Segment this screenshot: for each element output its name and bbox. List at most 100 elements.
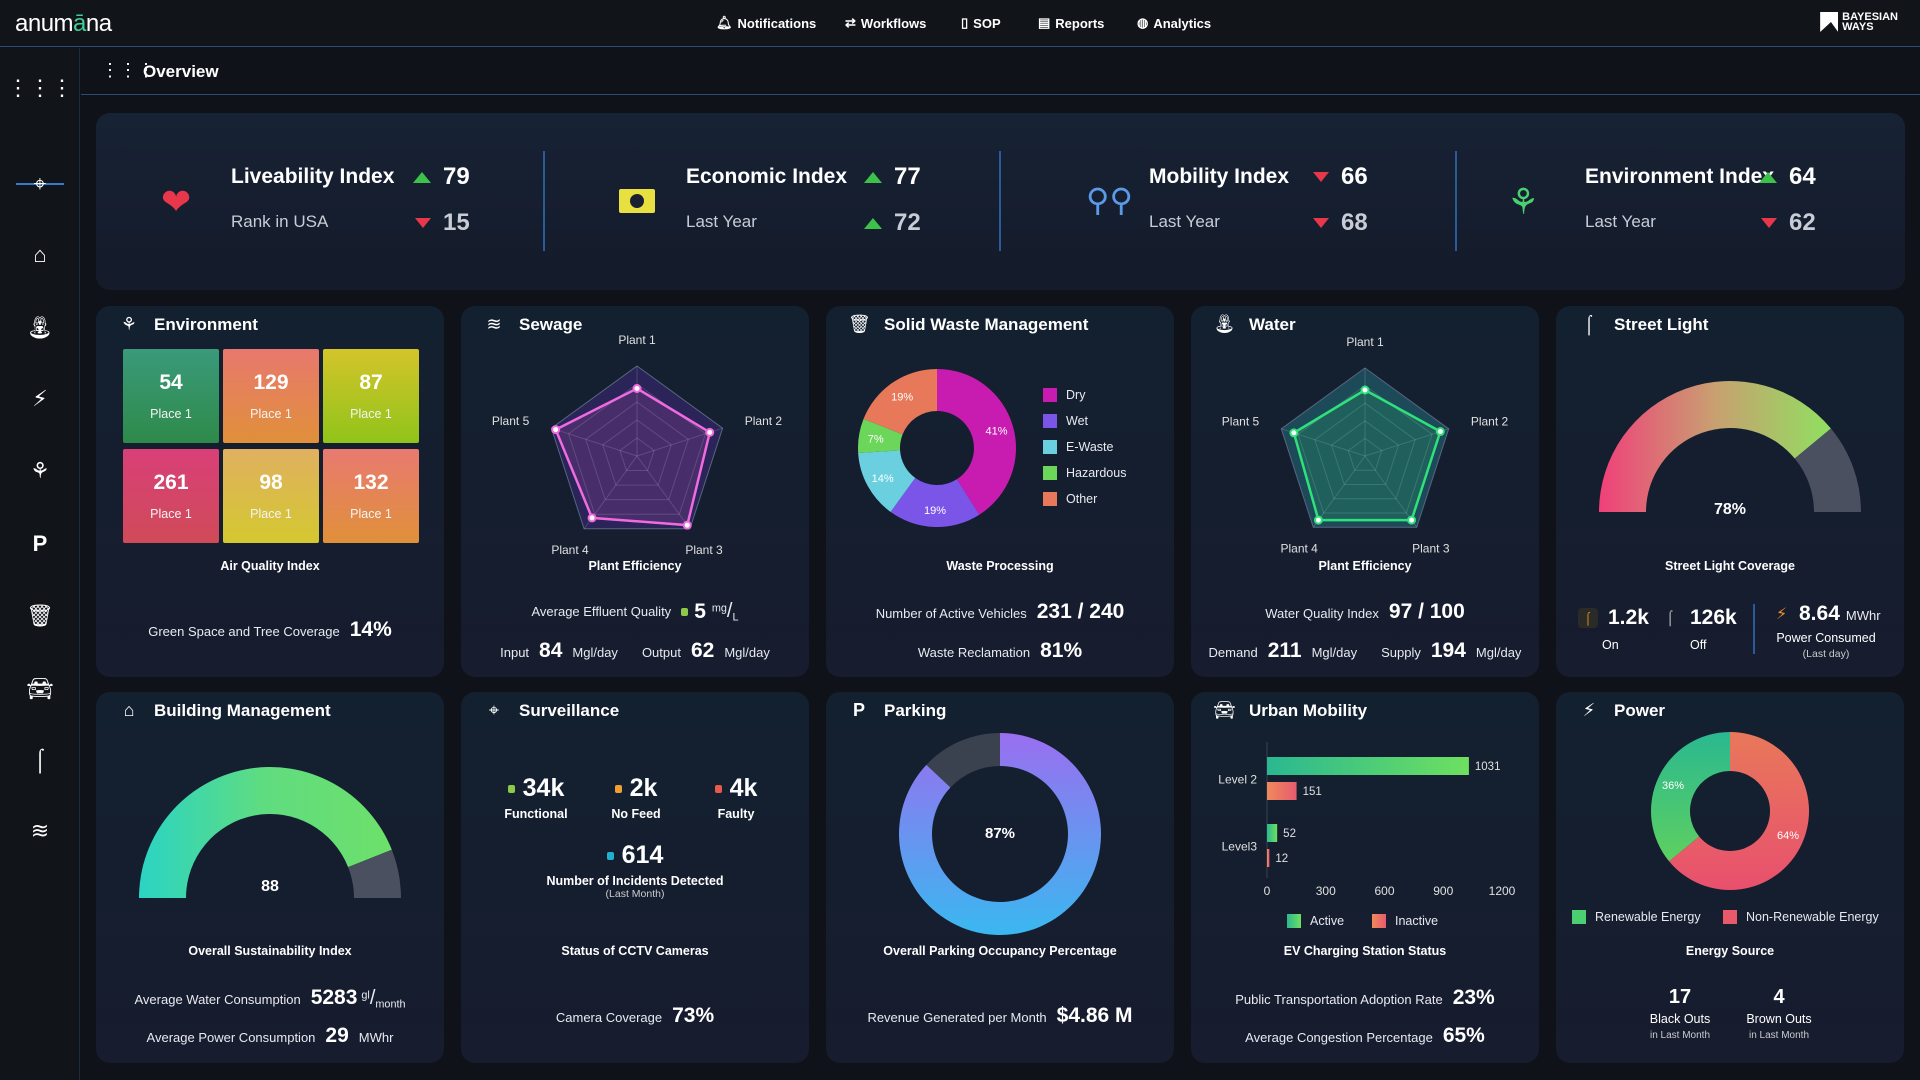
kpi-number: 66 <box>1341 163 1368 190</box>
aqi-value: 87 <box>359 371 383 394</box>
card-title: Urban Mobility <box>1249 701 1368 720</box>
radar-series <box>554 387 712 527</box>
nav-analytics[interactable]: ◍ Analytics <box>1137 15 1211 31</box>
gauge-remainder <box>348 849 401 898</box>
aqi-tile[interactable]: 54 Place 1 <box>123 349 219 443</box>
kpi-title: Environment Index <box>1585 165 1775 188</box>
trend-up-icon <box>864 217 882 229</box>
building-card[interactable]: ⌂ Building Management 88 Overall Sustain… <box>96 692 444 1063</box>
radar-axis-label: Plant 1 <box>618 333 656 347</box>
aqi-place: Place 1 <box>150 407 192 421</box>
environment-card[interactable]: ⚘ Environment 54 Place 1 129 Place 1 87 Place… <box>96 306 444 677</box>
kpi-sub-value: 15 <box>415 209 470 237</box>
grid-icon[interactable]: ⋮⋮⋮ <box>101 60 155 80</box>
legend-item: Wet <box>1043 414 1088 428</box>
trend-up-icon <box>1759 171 1777 183</box>
aqi-tile[interactable]: 129 Place 1 <box>223 349 319 443</box>
donut-value: 87% <box>984 825 1016 842</box>
radar-axis-label: Plant 4 <box>551 543 589 557</box>
aqi-tile[interactable]: 87 Place 1 <box>323 349 419 443</box>
aqi-value: 132 <box>353 471 389 494</box>
kpi-sub-value: 72 <box>864 209 921 237</box>
stat-sub: in Last Month <box>1748 1030 1810 1041</box>
kpi-sub-value: 62 <box>1761 209 1816 237</box>
urban-mobility-card[interactable]: 🚘︎ Urban Mobility Level 2 1031 151 Level3 52… <box>1191 692 1539 1063</box>
kpi-title: Economic Index <box>686 165 848 188</box>
kpi-title: Liveability Index <box>231 165 395 188</box>
radar-point <box>551 425 561 435</box>
stat-value: 62 <box>690 639 715 662</box>
legend-swatch <box>1723 910 1737 924</box>
parking-icon[interactable]: P <box>32 531 48 556</box>
aqi-place: Place 1 <box>350 507 392 521</box>
legend-swatch <box>1043 492 1057 506</box>
report-icon: ▤ <box>1038 15 1051 30</box>
stat-value: 65% <box>1442 1024 1485 1047</box>
legend-item: Dry <box>1043 388 1085 402</box>
stat-value: 2k <box>629 774 658 802</box>
aqi-tile[interactable]: 98 Place 1 <box>223 449 319 543</box>
stat-label: Black Outs <box>1649 1012 1711 1026</box>
kpi-subtitle: Rank in USA <box>231 212 329 231</box>
stat-value: 231 / 240 <box>1036 600 1125 623</box>
sewage-icon[interactable]: ≋ <box>30 818 50 843</box>
stat-label: Faulty <box>717 807 755 821</box>
status-dot <box>714 784 722 793</box>
legend-label: Renewable Energy <box>1595 910 1701 924</box>
radar-grid <box>1314 402 1416 500</box>
on-label: On <box>1602 638 1619 652</box>
nav-notifications[interactable]: 🔔︎ Notifications <box>716 15 816 31</box>
environment-icon[interactable]: ⚘ <box>30 458 50 483</box>
mobility-icon[interactable]: 🚘︎ <box>26 676 54 701</box>
streetlight-card[interactable]: ⌠ Street Light 78% Street Light Coverage… <box>1556 306 1904 677</box>
card-title: Surveillance <box>519 701 620 720</box>
water-icon[interactable]: ⛲︎ <box>26 315 54 340</box>
waste-card[interactable]: 🗑︎ Solid Waste Management 41% 19% 14% 7% 19%… <box>826 306 1174 677</box>
nav-label: Analytics <box>1153 15 1212 31</box>
aqi-tile[interactable]: 132 Place 1 <box>323 449 419 543</box>
streetlight-gauge <box>1599 381 1861 512</box>
stat-sub: (Last Month) <box>605 888 665 900</box>
nav-workflows[interactable]: ⇄ Workflows <box>845 15 926 31</box>
stat-label: Output <box>641 645 681 660</box>
water-card[interactable]: ⛲︎ Water Plant 1 Plant 2 Plant 3 Plant 4 Pla… <box>1191 306 1539 677</box>
radar-point <box>1289 428 1299 438</box>
chart-caption: Overall Sustainability Index <box>188 944 352 958</box>
parking-occupancy-donut <box>899 733 1101 935</box>
app-logo[interactable]: anumāna <box>15 10 112 38</box>
trend-up-icon <box>413 171 431 183</box>
radar-spoke <box>636 455 691 530</box>
surveillance-icon[interactable]: ⌖ <box>33 171 47 196</box>
stat-value: 97 / 100 <box>1388 600 1465 623</box>
chart-caption: Waste Processing <box>946 559 1054 573</box>
x-tick-label: 900 <box>1433 884 1453 898</box>
nav-reports[interactable]: ▤ Reports <box>1038 15 1104 31</box>
power-card[interactable]: ⚡︎ Power 36% 64% Renewable Energy Non-Ren… <box>1556 692 1904 1063</box>
chart-caption: Status of CCTV Cameras <box>561 944 709 958</box>
building-icon[interactable]: ⌂ <box>33 242 47 267</box>
congestion-row: Average Congestion Percentage 65% <box>1191 1024 1539 1048</box>
waste-icon[interactable]: 🗑︎ <box>26 603 54 628</box>
sewage-card[interactable]: ≋ Sewage Plant 1 Plant 2 Plant 3 Plant 4 Pla… <box>461 306 809 677</box>
environment-icon: ⚘ <box>120 314 138 334</box>
power-icon[interactable]: ⚡︎ <box>32 386 48 411</box>
x-tick-label: 600 <box>1374 884 1394 898</box>
brand-logo: BAYESIAN WAYS <box>1820 12 1898 33</box>
card-title: Parking <box>884 701 947 720</box>
nav-sop[interactable]: ▯ SOP <box>961 15 1001 31</box>
chart-caption: Air Quality Index <box>220 559 320 573</box>
stat-value: 34k <box>522 774 565 802</box>
adoption-row: Public Transportation Adoption Rate 23% <box>1191 986 1539 1010</box>
parking-card[interactable]: P Parking 87% Overall Parking Occupancy … <box>826 692 1174 1063</box>
slice-label: 41% <box>986 426 1008 438</box>
aqi-tile[interactable]: 261 Place 1 <box>123 449 219 543</box>
off-label: Off <box>1690 638 1707 652</box>
legend-renewable: Renewable Energy <box>1572 910 1701 924</box>
streetlight-icon[interactable]: ⌠ <box>33 747 47 772</box>
grid-icon[interactable]: ⋮⋮⋮ <box>7 75 73 100</box>
radar-grid <box>550 365 724 530</box>
surveillance-card[interactable]: ⌖ Surveillance 34k Functional 2k No Feed 4… <box>461 692 809 1063</box>
camera-coverage-row: Camera Coverage 73% <box>461 1004 809 1028</box>
route-icon: ⚲⚲ <box>1086 182 1133 218</box>
chart-caption: Energy Source <box>1685 944 1775 958</box>
